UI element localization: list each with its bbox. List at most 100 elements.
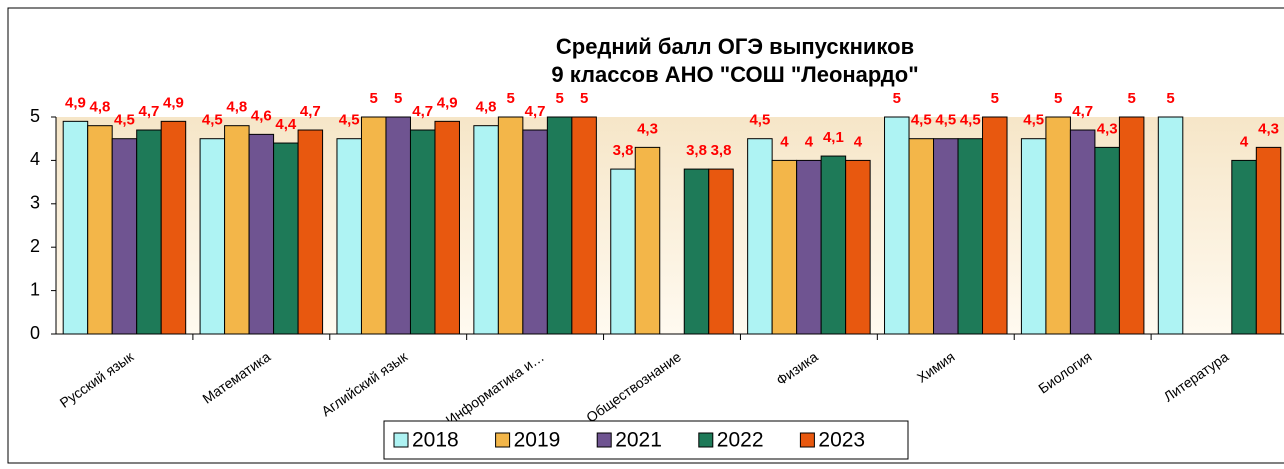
value-label: 4,8 <box>476 99 497 116</box>
bar <box>248 133 275 335</box>
bar <box>522 129 548 335</box>
bar <box>360 116 387 335</box>
value-label: 5 <box>580 90 588 107</box>
bar <box>820 155 847 335</box>
bar <box>610 168 636 335</box>
y-tick-label: 4 <box>30 149 40 169</box>
bar <box>87 125 113 335</box>
chart-title: 9 классов АНО "СОШ "Леонардо" <box>551 62 918 87</box>
y-tick-label: 5 <box>30 106 40 126</box>
bar <box>796 159 822 335</box>
bar <box>297 129 324 335</box>
legend-swatch <box>393 432 409 448</box>
value-label: 5 <box>555 90 563 107</box>
value-label: 4,5 <box>114 112 135 129</box>
value-label: 4,5 <box>911 112 932 129</box>
bar <box>933 138 959 335</box>
legend-swatch <box>698 432 714 448</box>
value-label: 4 <box>780 133 789 150</box>
value-label: 4,9 <box>437 94 458 111</box>
value-label: 4 <box>805 133 814 150</box>
bar <box>1157 116 1184 335</box>
legend-label: 2021 <box>615 429 662 452</box>
legend-swatch <box>799 432 815 448</box>
value-label: 4 <box>854 133 863 150</box>
y-tick-label: 2 <box>30 236 40 256</box>
value-label: 3,8 <box>613 142 634 159</box>
value-label: 4,5 <box>339 112 360 129</box>
value-label: 4,7 <box>525 103 546 120</box>
value-label: 3,8 <box>686 142 707 159</box>
value-label: 4,7 <box>1072 103 1093 120</box>
value-label: 5 <box>991 90 999 107</box>
bar <box>473 125 499 335</box>
value-label: 4,4 <box>275 116 297 133</box>
bar <box>336 138 362 335</box>
bar <box>1255 146 1282 335</box>
value-label: 4,3 <box>1097 120 1118 137</box>
bar <box>908 138 935 335</box>
value-label: 4,3 <box>1258 120 1279 137</box>
value-label: 4,5 <box>960 112 981 129</box>
legend-label: 2019 <box>514 429 561 452</box>
value-label: 4,5 <box>202 112 223 129</box>
bar <box>683 168 710 335</box>
legend-label: 2023 <box>818 429 865 452</box>
bar <box>708 168 734 335</box>
value-label: 4,7 <box>300 103 321 120</box>
legend-label: 2022 <box>717 429 764 452</box>
bar <box>747 138 773 335</box>
value-label: 5 <box>370 90 378 107</box>
bar <box>1094 146 1120 335</box>
bar <box>62 120 89 335</box>
value-label: 4,7 <box>139 103 160 120</box>
value-label: 4,9 <box>163 94 184 111</box>
y-tick-label: 0 <box>30 323 40 343</box>
bar <box>771 159 798 335</box>
value-label: 4,8 <box>90 99 111 116</box>
chart-title: Средний балл ОГЭ выпускников <box>556 34 914 59</box>
value-label: 4,5 <box>1023 112 1044 129</box>
value-label: 4,7 <box>412 103 433 120</box>
bar <box>1231 159 1257 335</box>
bar <box>111 138 138 335</box>
value-label: 4,8 <box>226 99 247 116</box>
bar <box>497 116 524 335</box>
bar <box>845 159 871 335</box>
y-tick-label: 3 <box>30 193 40 213</box>
value-label: 4,5 <box>935 112 956 129</box>
bar <box>1045 116 1071 335</box>
value-label: 4,9 <box>65 94 86 111</box>
value-label: 5 <box>506 90 514 107</box>
bar <box>546 116 573 335</box>
value-label: 5 <box>394 90 402 107</box>
value-label: 5 <box>1166 90 1174 107</box>
bar <box>199 138 226 335</box>
bar <box>1118 116 1145 335</box>
bar <box>1069 129 1096 335</box>
bar <box>1020 138 1047 335</box>
legend-box <box>383 420 909 460</box>
value-label: 3,8 <box>711 142 732 159</box>
bar <box>409 129 436 335</box>
legend-swatch <box>596 432 612 448</box>
bar <box>957 138 984 335</box>
legend-label: 2018 <box>412 429 459 452</box>
value-label: 4,1 <box>823 129 844 146</box>
value-label: 5 <box>1054 90 1062 107</box>
bar <box>136 129 162 335</box>
bar <box>160 120 187 335</box>
value-label: 5 <box>893 90 901 107</box>
bar <box>571 116 597 335</box>
bar <box>434 120 460 335</box>
bar <box>385 116 411 335</box>
legend-swatch <box>495 432 511 448</box>
bar <box>982 116 1008 335</box>
bar <box>224 125 250 335</box>
value-label: 4 <box>1240 133 1249 150</box>
bar <box>884 116 910 335</box>
value-label: 4,6 <box>251 107 272 124</box>
y-tick-label: 1 <box>30 279 40 299</box>
value-label: 5 <box>1127 90 1135 107</box>
